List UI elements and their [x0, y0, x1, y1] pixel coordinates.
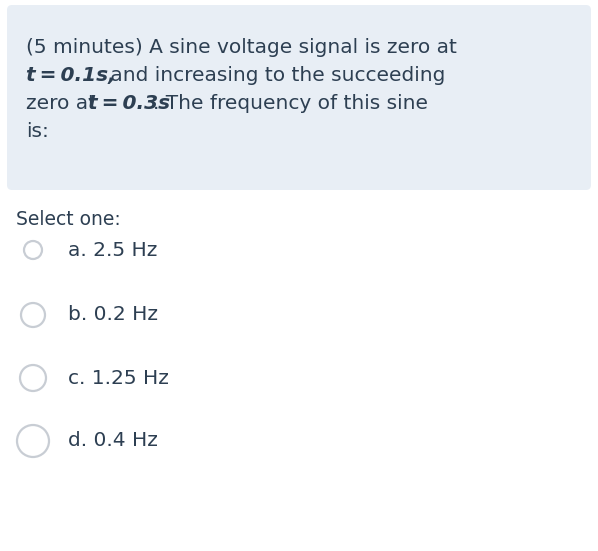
Text: Select one:: Select one: [16, 210, 121, 229]
Text: c. 1.25 Hz: c. 1.25 Hz [68, 369, 169, 387]
Text: zero at: zero at [26, 94, 100, 113]
Text: t = 0.3s: t = 0.3s [88, 94, 170, 113]
Text: d. 0.4 Hz: d. 0.4 Hz [68, 431, 158, 451]
Text: b. 0.2 Hz: b. 0.2 Hz [68, 305, 158, 325]
Text: t = 0.1s,: t = 0.1s, [26, 66, 116, 85]
Text: is:: is: [26, 122, 49, 141]
FancyBboxPatch shape [7, 5, 591, 190]
Text: a. 2.5 Hz: a. 2.5 Hz [68, 240, 157, 260]
Text: . The frequency of this sine: . The frequency of this sine [153, 94, 428, 113]
Text: (5 minutes) A sine voltage signal is zero at: (5 minutes) A sine voltage signal is zer… [26, 38, 457, 57]
Text: and increasing to the succeeding: and increasing to the succeeding [104, 66, 446, 85]
